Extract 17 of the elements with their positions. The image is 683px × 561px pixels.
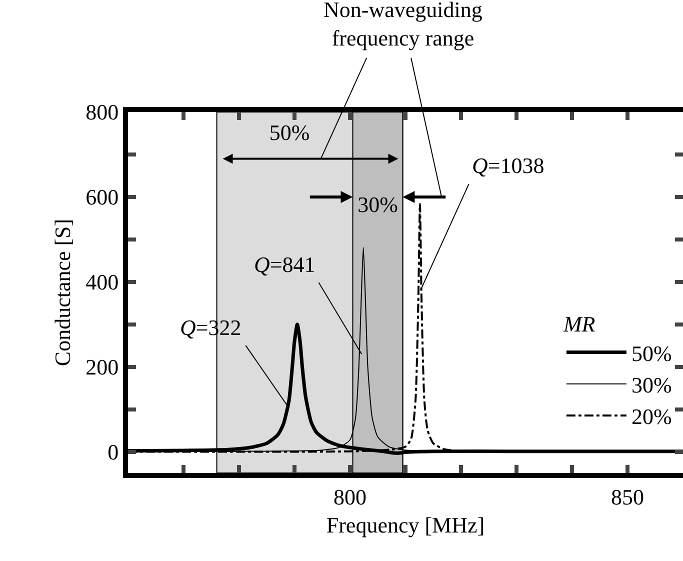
legend-title: MR bbox=[562, 312, 596, 336]
x-axis-title: Frequency [MHz] bbox=[326, 512, 485, 538]
y-tick-label: 800 bbox=[86, 100, 119, 125]
y-tick-label: 200 bbox=[86, 354, 119, 380]
legend-label: 30% bbox=[631, 372, 672, 398]
y-axis-title: Conductance [S] bbox=[50, 218, 75, 366]
x-tick-label: 850 bbox=[611, 484, 644, 510]
y-tick-label: 400 bbox=[86, 270, 119, 295]
y-tick-label: 600 bbox=[86, 184, 119, 210]
annotation: Q=1038 bbox=[472, 153, 544, 178]
band-label: 30% bbox=[358, 192, 398, 217]
legend-label: 50% bbox=[631, 340, 672, 366]
y-tick-label: 0 bbox=[108, 439, 119, 464]
legend-label: 20% bbox=[631, 404, 672, 430]
band-label: 50% bbox=[269, 120, 310, 145]
chart-title: Non-waveguiding frequency range bbox=[324, 0, 482, 50]
annotation: Q=841 bbox=[254, 252, 316, 277]
